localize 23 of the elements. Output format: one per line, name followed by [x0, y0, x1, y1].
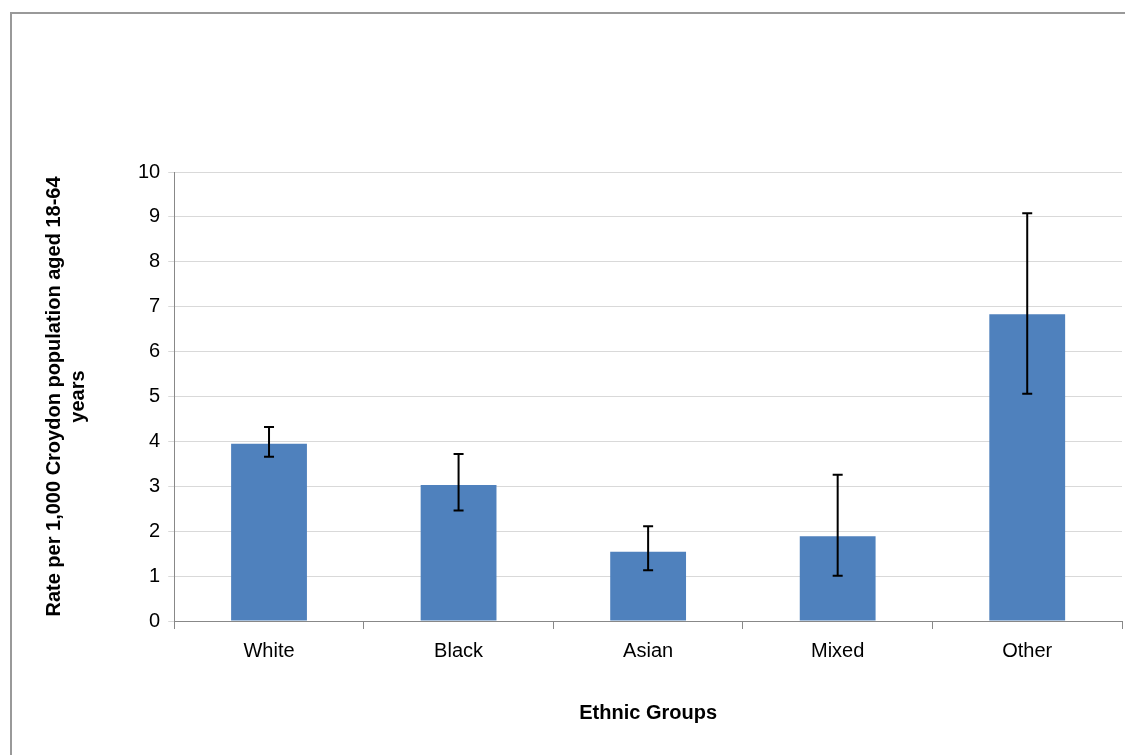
x-tick-label: Asian — [623, 638, 674, 661]
y-tick-label: 5 — [149, 384, 161, 407]
x-tick-label: White — [243, 638, 295, 661]
bar — [799, 536, 876, 621]
y-tick-label: 2 — [149, 518, 161, 541]
y-tick-label: 10 — [138, 159, 161, 182]
bar — [610, 551, 687, 621]
y-tick-label: 1 — [149, 563, 161, 586]
y-tick-label: 7 — [149, 294, 161, 317]
y-tick-label: 0 — [149, 608, 161, 631]
y-axis-title: Rate per 1,000 Croydon population aged 18-64 years — [41, 175, 88, 617]
y-tick-label: 8 — [149, 249, 161, 272]
x-axis-title: Ethnic Groups — [579, 700, 718, 723]
y-tick-label: 9 — [149, 204, 161, 227]
y-tick-label: 6 — [149, 339, 161, 362]
bar — [989, 314, 1066, 621]
x-tick-label: Mixed — [810, 638, 865, 661]
y-tick-label: 4 — [149, 428, 161, 451]
y-tick-label: 3 — [149, 473, 161, 496]
x-tick-label: Black — [434, 638, 485, 661]
bar — [231, 443, 307, 621]
bar — [420, 484, 497, 621]
x-tick-label: Other — [1002, 638, 1053, 661]
